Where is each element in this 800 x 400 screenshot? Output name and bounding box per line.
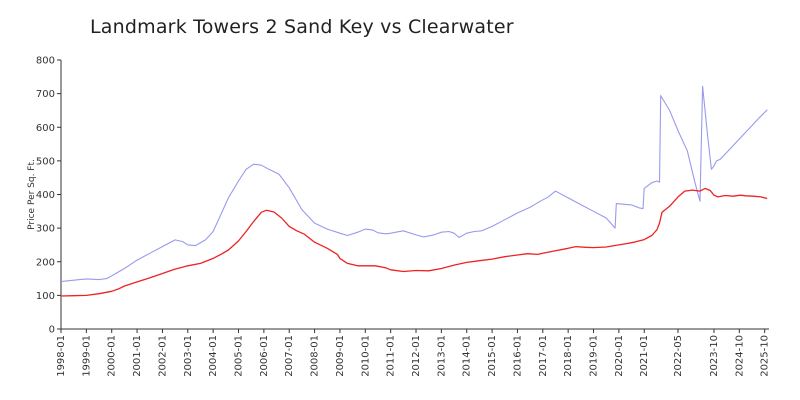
y-tick-label: 0 [49,325,55,336]
x-tick-label: 2017-01 [538,335,549,377]
x-tick-label: 2011-01 [386,335,397,377]
x-tick-label: 2001-01 [132,335,143,377]
y-tick-label: 800 [36,56,55,67]
x-tick-label: 2023-10 [709,335,720,377]
x-tick-label: 1999-01 [81,335,92,377]
y-tick-label: 400 [36,190,55,201]
x-tick-label: 2006-01 [259,335,270,377]
x-tick-label: 2002-01 [157,335,168,377]
x-tick-label: 2014-01 [462,335,473,377]
x-tick-label: 2008-01 [310,335,321,377]
series-line-1 [60,85,768,283]
y-tick-label: 300 [36,224,55,235]
x-tick-label: 2007-01 [284,335,295,377]
y-tick-label: 600 [36,123,55,134]
y-tick-label: 500 [36,156,55,167]
x-tick-label: 2015-01 [487,335,498,377]
x-tick-label: 2003-01 [183,335,194,377]
series-line-2 [60,187,768,297]
x-tick-label: 2016-01 [512,335,523,377]
x-tick-label: 2024-10 [734,335,745,377]
x-tick-label: 2022-05 [673,335,684,377]
x-tick-label: 2020-01 [614,335,625,377]
x-tick-label: 2013-01 [436,335,447,377]
x-tick-label: 2019-01 [589,335,600,377]
y-tick-label: 700 [36,89,55,100]
x-tick-label: 2000-01 [107,335,118,377]
y-axis-label: Price Per Sq. Ft. [27,159,37,230]
y-tick-label: 100 [36,291,55,302]
axes: 0 100 200 300 400 500 600 700 800 1998-01 1999-01 2… [27,56,771,377]
y-tick-label: 200 [36,257,55,268]
x-tick-label: 2025-10 [760,335,771,377]
x-tick-label: 1998-01 [56,335,67,377]
x-tick-label: 2004-01 [208,335,219,377]
series-layer [60,85,768,297]
x-tick-label: 2021-01 [639,335,650,377]
chart-title: Landmark Towers 2 Sand Key vs Clearwater [90,16,514,38]
x-tick-label: 2012-01 [411,335,422,377]
x-tick-label: 2009-01 [335,335,346,377]
x-tick-label: 2005-01 [234,335,245,377]
x-tick-label: 2010-01 [360,335,371,377]
x-tick-label: 2018-01 [563,335,574,377]
